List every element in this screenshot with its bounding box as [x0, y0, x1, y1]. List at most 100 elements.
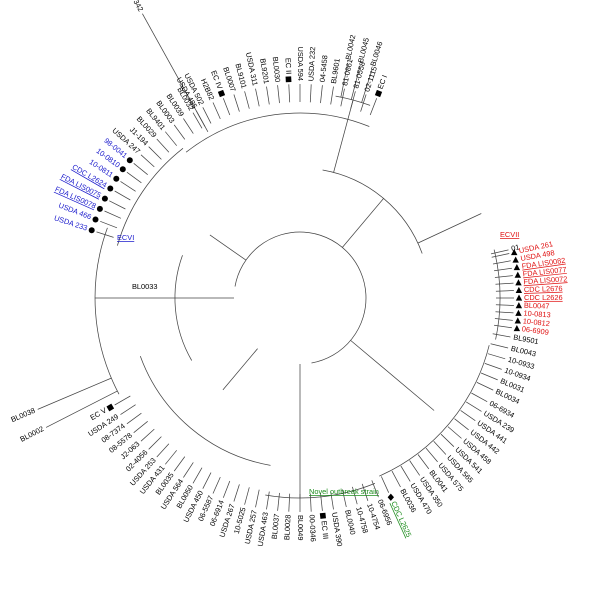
- leaf-branch: [480, 372, 498, 381]
- triangle-marker: [513, 264, 521, 271]
- leaf-branch: [288, 493, 291, 512]
- leaf-branch: [361, 68, 373, 103]
- leaf-branch: [140, 428, 155, 442]
- leaf-branch: [114, 190, 131, 201]
- leaf-branch: [212, 476, 221, 494]
- leaf-branch: [425, 447, 438, 463]
- leaf-branch: [156, 138, 170, 153]
- leaf-label: BL0040: [343, 509, 357, 536]
- leaf-branch: [409, 460, 421, 476]
- leaf-label: EC III: [319, 520, 330, 539]
- leaf-branch: [492, 260, 511, 265]
- triangle-marker: [511, 248, 518, 256]
- leaf-label: BL9601: [329, 58, 342, 85]
- leaf-branch: [471, 392, 488, 403]
- triangle-marker: [514, 317, 522, 324]
- clade-label-ecvi: ECVI: [117, 233, 134, 242]
- leaf-branch: [360, 94, 367, 112]
- leaf-branch: [494, 275, 513, 278]
- leaf-branch: [495, 311, 514, 314]
- leaf-branch: [391, 470, 401, 488]
- tree-branches: [37, 13, 514, 512]
- leaf-branch: [266, 86, 270, 105]
- leaf-label: BL0047: [524, 301, 550, 311]
- leaf-branch: [494, 324, 512, 329]
- circle-marker: [101, 195, 108, 202]
- branch-spoke-nw: [209, 234, 247, 261]
- leaf-branch: [202, 472, 212, 489]
- leaf-branch: [126, 412, 142, 425]
- triangle-marker: [514, 271, 522, 278]
- leaf-branch: [320, 492, 323, 511]
- leaf-label: BL0038: [9, 406, 36, 424]
- leaf-label: BL0045: [356, 37, 371, 64]
- leaf-branch: [454, 418, 469, 431]
- leaf-branch: [255, 88, 260, 107]
- leaf-label: BL9201: [258, 58, 271, 85]
- leaf-label: CDC L2676: [524, 284, 563, 294]
- leaf-label: 00-0346: [307, 514, 317, 542]
- leaf-label: USDA 390: [330, 512, 344, 547]
- triangle-marker: [512, 256, 519, 263]
- leaf-branch: [244, 91, 250, 109]
- leaf-label: BL0046: [368, 40, 384, 67]
- leaf-branch: [369, 98, 378, 116]
- branch-arc-sw: [139, 355, 271, 466]
- leaf-branch: [288, 84, 291, 103]
- leaf-branch: [192, 467, 203, 484]
- leaf-branch: [183, 118, 194, 134]
- leaf-label: BL0030: [271, 56, 283, 82]
- branch-arc-west: [174, 255, 193, 361]
- branch-arc-north: [185, 112, 370, 153]
- leaf-label: FDA LIS0072: [523, 274, 567, 286]
- leaf-label: USDA 232: [306, 47, 317, 82]
- leaf-label: USDA 342: [121, 0, 146, 13]
- leaf-branch: [222, 98, 231, 116]
- leaf-branch: [277, 85, 280, 104]
- triangle-marker: [515, 294, 523, 301]
- leaf-branch: [490, 343, 509, 349]
- leaf-label: 06-6909: [521, 324, 549, 337]
- leaf-label: 10-0813: [523, 309, 551, 320]
- triangle-marker: [515, 302, 523, 309]
- branch-root-arc: [234, 231, 367, 364]
- leaf-branch: [417, 454, 430, 470]
- leaf-branch: [371, 480, 379, 498]
- leaf-branch: [330, 86, 334, 105]
- leaf-branch: [100, 220, 118, 229]
- leaf-branch: [476, 382, 494, 391]
- leaf-branch: [494, 267, 512, 272]
- leaf-label: USDA 594: [296, 46, 305, 81]
- leaf-branch: [109, 200, 126, 210]
- leaf-branch: [447, 426, 462, 439]
- branch-spoke-ecvii: [417, 213, 482, 244]
- leaf-branch: [340, 88, 345, 107]
- circle-marker: [126, 157, 133, 164]
- branch-spoke-se: [350, 340, 435, 411]
- circle-marker: [119, 166, 126, 173]
- circle-marker: [107, 185, 114, 192]
- leaf-branch: [37, 377, 112, 410]
- leaf-branch: [460, 410, 476, 422]
- leaf-branch: [148, 146, 162, 160]
- leaf-label: EC II: [283, 58, 293, 75]
- leaf-branch: [244, 487, 250, 505]
- branch-spoke-ne: [342, 198, 384, 248]
- leaf-label: 01: [510, 242, 520, 253]
- leaf-branch: [487, 353, 506, 360]
- square-marker: [319, 512, 326, 519]
- leaf-label: BL0037: [270, 513, 282, 539]
- leaf-branch: [120, 404, 136, 415]
- leaf-branch: [491, 253, 510, 258]
- leaf-label: USDA 463: [256, 512, 270, 547]
- leaf-branch: [126, 171, 142, 184]
- leaf-branch: [277, 492, 280, 511]
- leaf-label: 04-5458: [318, 55, 330, 83]
- leaf-branch: [104, 210, 122, 219]
- circle-marker: [92, 216, 99, 223]
- leaf-branch: [309, 493, 312, 512]
- leaf-branch: [165, 450, 177, 465]
- leaf-branch: [202, 107, 212, 124]
